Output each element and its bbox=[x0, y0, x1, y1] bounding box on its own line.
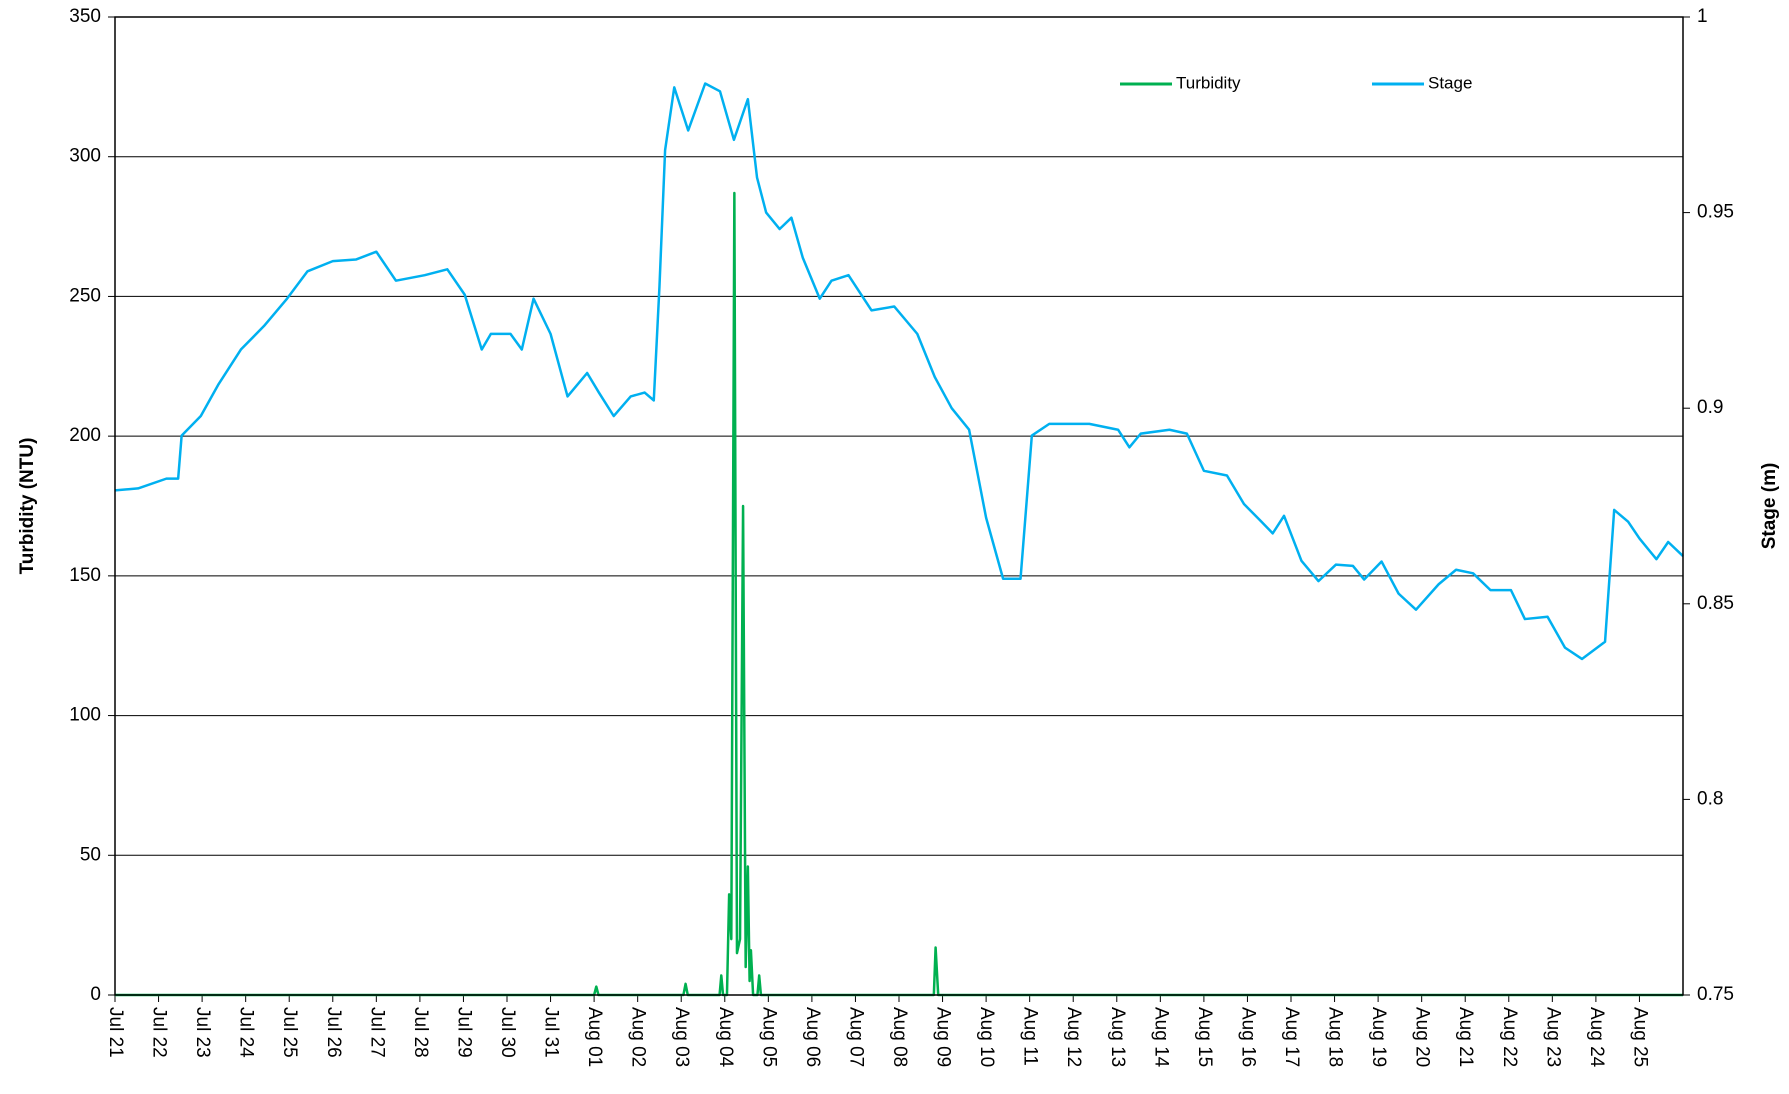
x-tick-label: Jul 31 bbox=[541, 1007, 562, 1058]
y2-tick-label: 0.75 bbox=[1697, 984, 1734, 1005]
x-tick-label: Jul 21 bbox=[105, 1007, 126, 1058]
y2-tick-label: 0.8 bbox=[1697, 788, 1723, 809]
x-tick-label: Jul 30 bbox=[497, 1007, 518, 1058]
plot-frame bbox=[114, 16, 1684, 996]
x-tick-label: Aug 06 bbox=[802, 1007, 823, 1067]
x-tick-label: Aug 13 bbox=[1107, 1007, 1128, 1067]
x-tick-label: Aug 16 bbox=[1237, 1007, 1258, 1067]
y2-tick-label: 0.85 bbox=[1697, 593, 1734, 614]
x-tick-label: Aug 15 bbox=[1194, 1007, 1215, 1067]
y-axis-title: Turbidity (NTU) bbox=[17, 438, 38, 575]
x-tick-label: Aug 12 bbox=[1063, 1007, 1084, 1067]
y2-tick-label: 0.9 bbox=[1697, 397, 1723, 418]
x-tick-label: Aug 04 bbox=[715, 1007, 736, 1068]
y-tick-label: 300 bbox=[69, 146, 101, 167]
x-tick-label: Aug 19 bbox=[1368, 1007, 1389, 1067]
x-tick-label: Jul 23 bbox=[192, 1007, 213, 1058]
y2-axis-title: Stage (m) bbox=[1759, 463, 1780, 550]
series-line bbox=[115, 191, 1683, 997]
y-tick-label: 0 bbox=[90, 984, 101, 1005]
x-tick-label: Aug 14 bbox=[1150, 1007, 1171, 1068]
x-tick-label: Aug 02 bbox=[628, 1007, 649, 1067]
x-tick-label: Aug 23 bbox=[1542, 1007, 1563, 1067]
x-tick-label: Aug 07 bbox=[845, 1007, 866, 1067]
x-tick-label: Aug 20 bbox=[1412, 1007, 1433, 1067]
x-tick-label: Aug 21 bbox=[1455, 1007, 1476, 1067]
y-tick-label: 250 bbox=[69, 285, 101, 306]
y2-tick-label: 1 bbox=[1697, 6, 1708, 27]
x-tick-label: Jul 26 bbox=[323, 1007, 344, 1058]
x-tick-label: Aug 17 bbox=[1281, 1007, 1302, 1067]
x-tick-label: Jul 29 bbox=[453, 1007, 474, 1058]
x-tick-label: Aug 24 bbox=[1586, 1007, 1607, 1068]
x-tick-label: Aug 09 bbox=[933, 1007, 954, 1067]
y-tick-label: 100 bbox=[69, 705, 101, 726]
x-tick-label: Aug 25 bbox=[1629, 1007, 1650, 1067]
legend-label: Turbidity bbox=[1176, 73, 1241, 92]
x-tick-label: Aug 01 bbox=[584, 1007, 605, 1067]
y-tick-label: 200 bbox=[69, 425, 101, 446]
y-tick-label: 50 bbox=[80, 844, 101, 865]
y-tick-label: 150 bbox=[69, 565, 101, 586]
x-tick-label: Aug 03 bbox=[671, 1007, 692, 1067]
x-tick-label: Jul 25 bbox=[279, 1007, 300, 1058]
x-tick-label: Aug 05 bbox=[758, 1007, 779, 1067]
x-tick-label: Jul 22 bbox=[149, 1007, 170, 1058]
x-tick-label: Aug 11 bbox=[1020, 1007, 1041, 1066]
series-line bbox=[114, 82, 1684, 661]
x-tick-label: Aug 10 bbox=[976, 1007, 997, 1067]
legend-label: Stage bbox=[1428, 73, 1472, 92]
x-tick-label: Jul 27 bbox=[366, 1007, 387, 1058]
x-tick-label: Jul 24 bbox=[236, 1007, 257, 1058]
x-tick-label: Jul 28 bbox=[410, 1007, 431, 1058]
y2-tick-label: 0.95 bbox=[1697, 202, 1734, 223]
x-tick-label: Aug 18 bbox=[1325, 1007, 1346, 1067]
x-tick-label: Aug 08 bbox=[889, 1007, 910, 1067]
y-tick-label: 350 bbox=[69, 6, 101, 27]
x-tick-label: Aug 22 bbox=[1499, 1007, 1520, 1067]
